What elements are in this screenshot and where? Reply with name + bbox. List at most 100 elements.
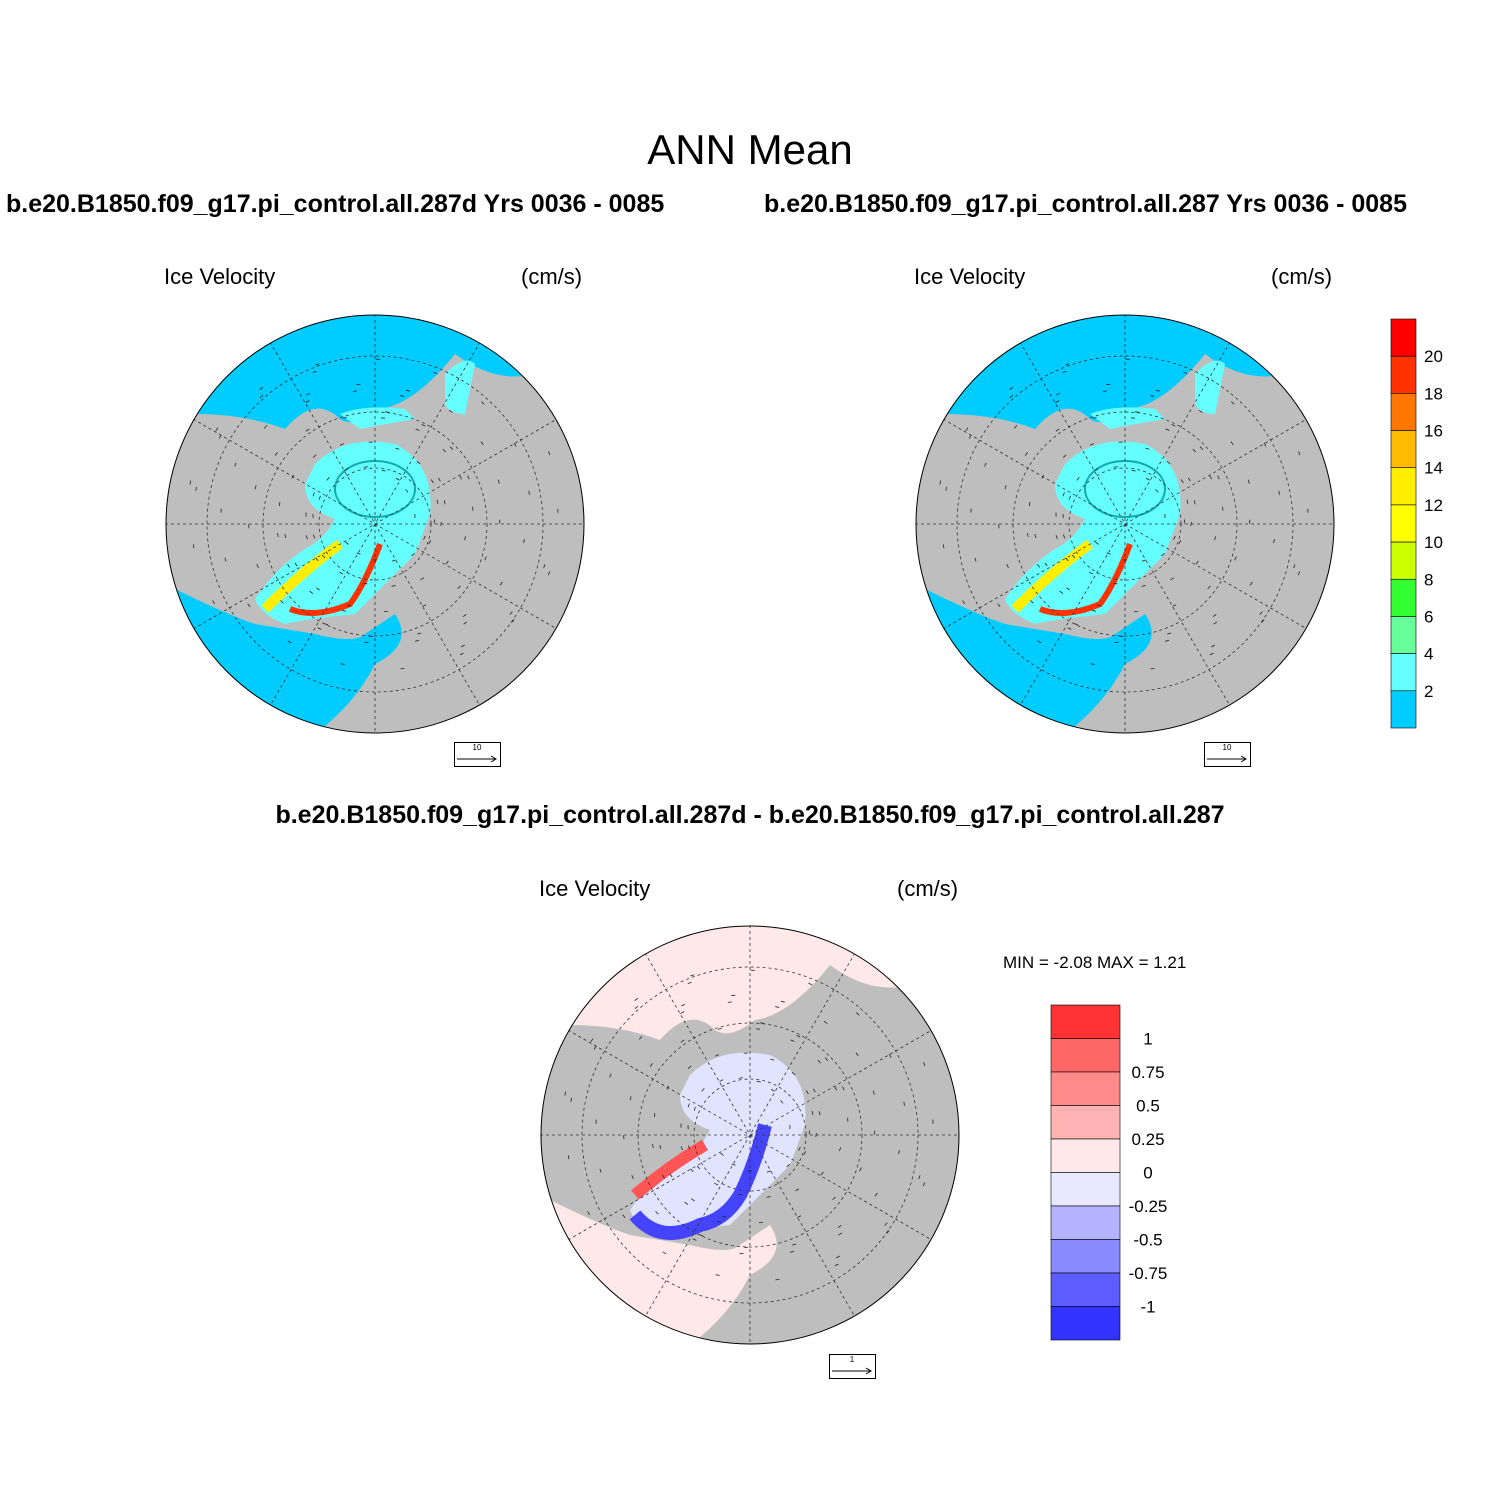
velocity-arrow — [820, 1171, 824, 1176]
velocity-arrow — [834, 1263, 839, 1267]
velocity-arrow — [259, 394, 264, 399]
velocity-arrow — [808, 982, 813, 986]
velocity-arrow — [1183, 371, 1188, 375]
velocity-arrow — [284, 533, 287, 539]
velocity-arrow — [631, 1175, 634, 1180]
velocity-arrow — [1211, 644, 1215, 648]
velocity-arrow — [968, 434, 972, 439]
velocity-arrow — [790, 1250, 795, 1253]
velocity-arrow — [984, 462, 987, 467]
velocity-arrow — [1102, 390, 1107, 392]
velocity-arrow — [805, 1090, 809, 1095]
velocity-arrow — [720, 1152, 724, 1156]
svg-text:10: 10 — [473, 743, 482, 752]
velocity-arrow — [1044, 562, 1048, 567]
velocity-arrow — [326, 477, 330, 481]
colorbar-swatch — [1390, 355, 1417, 394]
velocity-arrow — [1259, 611, 1263, 615]
colorbar-swatch — [1390, 616, 1417, 654]
velocity-arrow — [287, 563, 290, 568]
velocity-arrow — [464, 536, 467, 541]
velocity-arrow — [1097, 604, 1102, 607]
velocity-arrow — [974, 557, 977, 562]
velocity-arrow — [1145, 477, 1150, 481]
velocity-arrow — [405, 389, 410, 392]
velocity-arrow — [263, 425, 268, 429]
velocity-arrow — [312, 454, 317, 458]
velocity-arrows — [564, 969, 934, 1281]
velocity-arrow — [417, 632, 422, 635]
velocity-arrow — [884, 1222, 888, 1226]
velocity-arrow — [696, 1165, 701, 1170]
velocity-arrow — [405, 489, 409, 493]
velocity-arrow — [1055, 428, 1060, 432]
velocity-arrow — [803, 1151, 807, 1156]
velocity-arrows — [939, 358, 1309, 670]
velocity-arrow — [428, 540, 432, 545]
colorbar-swatch — [1050, 1071, 1121, 1106]
velocity-arrow — [1150, 395, 1155, 397]
velocity-arrow — [484, 556, 487, 561]
velocity-arrow — [421, 423, 426, 427]
velocity-arrow — [1037, 640, 1042, 644]
velocity-arrow — [629, 1096, 632, 1101]
velocity-arrow — [1065, 557, 1069, 562]
velocity-arrow — [395, 447, 400, 450]
velocity-arrow — [791, 1072, 796, 1076]
panel1-bering-ice — [340, 407, 415, 429]
panel1-pacific-ocean — [195, 315, 535, 429]
velocity-arrow — [1056, 392, 1061, 396]
velocity-arrow — [923, 1062, 926, 1067]
velocity-arrow — [1187, 477, 1191, 482]
velocity-arrow — [1213, 621, 1218, 625]
diff-units-label: (cm/s) — [897, 876, 959, 901]
panel1-graticule — [166, 315, 584, 733]
velocity-arrow — [189, 480, 192, 485]
velocity-arrow — [543, 564, 546, 569]
velocity-arrow — [622, 1214, 626, 1219]
velocity-arrow — [430, 479, 434, 484]
velocity-arrow — [1209, 475, 1212, 480]
colorbar-tick-label: -0.5 — [1133, 1231, 1162, 1250]
main-title: ANN Mean — [647, 126, 853, 173]
colorbar-tick-label: 1 — [1143, 1030, 1152, 1049]
velocity-arrow — [280, 600, 284, 604]
velocity-arrow — [859, 1167, 862, 1172]
velocity-arrow — [1027, 532, 1029, 538]
diff-polar-map — [540, 925, 960, 1345]
velocity-arrow — [234, 462, 237, 467]
velocity-arrow — [687, 981, 692, 984]
velocity-arrow — [433, 519, 436, 524]
colorbar-swatch — [1050, 1138, 1121, 1173]
velocity-arrow — [294, 562, 298, 567]
velocity-arrow — [609, 1073, 612, 1078]
velocity-arrow — [305, 400, 310, 403]
velocity-arrow — [738, 1193, 743, 1196]
panel2-reference-vector: 10 — [1204, 742, 1251, 767]
velocity-arrow — [513, 442, 517, 447]
velocity-arrow — [315, 363, 320, 366]
colorbar-tick-label: 20 — [1424, 347, 1443, 366]
colorbar-swatch — [1390, 467, 1417, 506]
velocity-arrow — [467, 475, 470, 480]
colorbar-swatch — [1390, 393, 1417, 431]
velocity-arrow — [918, 1175, 921, 1180]
velocity-arrow — [1131, 469, 1136, 472]
velocity-arrow — [945, 486, 947, 491]
velocity-arrow — [587, 1211, 590, 1216]
velocity-arrow — [599, 1168, 602, 1173]
velocity-arrow — [442, 448, 447, 453]
velocity-arrow — [1192, 448, 1197, 453]
colorbar-swatch — [1390, 541, 1417, 580]
colorbar-tick-label: 0 — [1143, 1164, 1152, 1183]
colorbar-swatch — [1390, 578, 1417, 617]
panel1-reference-vector: 10 — [454, 742, 501, 767]
velocity-arrow — [823, 1020, 828, 1024]
velocity-arrow — [1013, 425, 1018, 429]
velocity-arrow — [192, 544, 195, 549]
diff-graticule — [541, 926, 959, 1344]
velocity-arrow — [443, 500, 446, 505]
velocity-arrow — [1006, 564, 1009, 569]
velocity-arrow — [680, 1146, 683, 1151]
velocity-arrow — [363, 466, 368, 468]
